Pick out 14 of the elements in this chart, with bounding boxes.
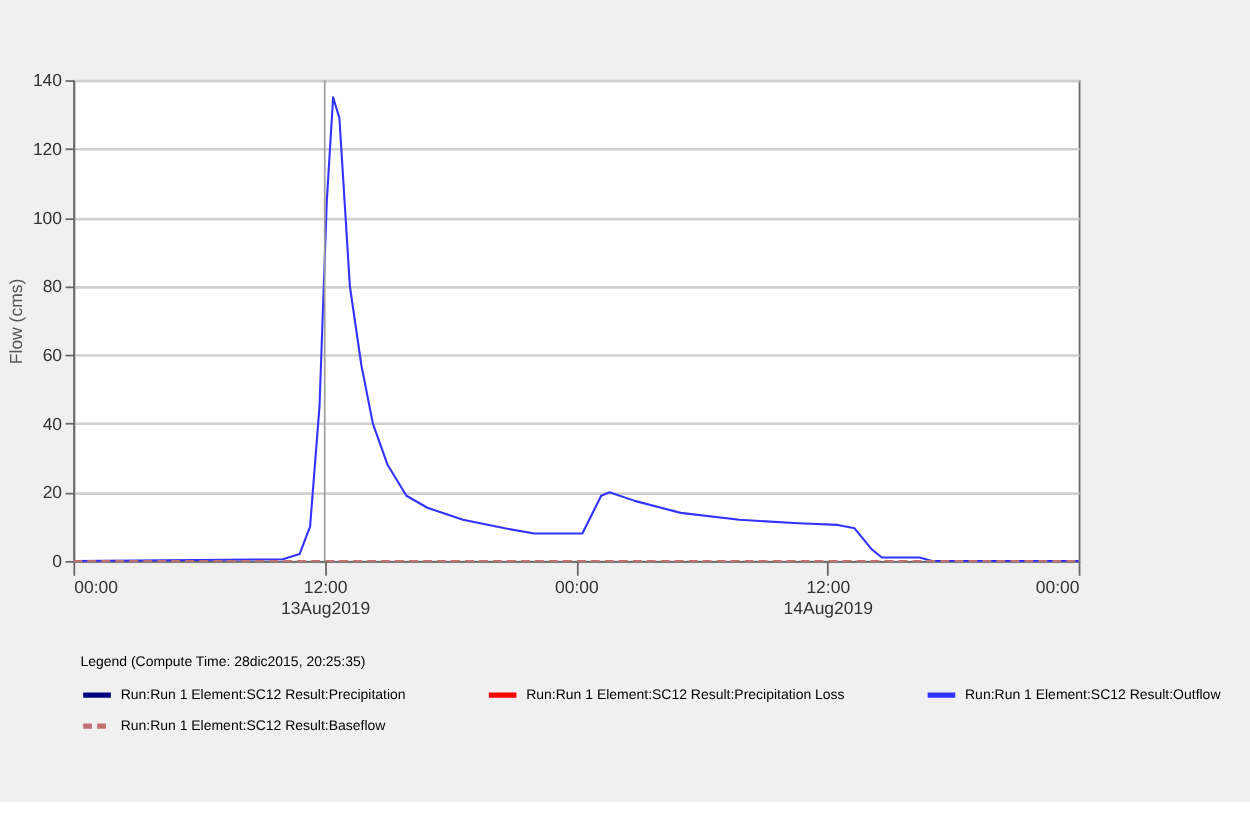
y-axis-title: Flow (cms): [6, 278, 27, 365]
y-tick-label: 20: [42, 482, 63, 503]
y-tick-label: 80: [42, 276, 63, 297]
x-tick-label: 12:00 14Aug2019: [783, 577, 874, 619]
y-tick-label: 60: [42, 345, 63, 366]
y-tick-label: 0: [52, 551, 63, 572]
y-tick-label: 40: [42, 413, 63, 434]
x-tick-label: 00:00: [74, 577, 119, 598]
x-tick-label: 00:00: [555, 577, 600, 598]
x-tick-label: 12:00 13Aug2019: [280, 577, 371, 619]
y-tick-label: 120: [32, 139, 63, 159]
y-tick-label: 100: [32, 207, 63, 228]
x-tick-label: 00:00: [1035, 577, 1080, 598]
y-tick-label: 140: [32, 70, 63, 91]
